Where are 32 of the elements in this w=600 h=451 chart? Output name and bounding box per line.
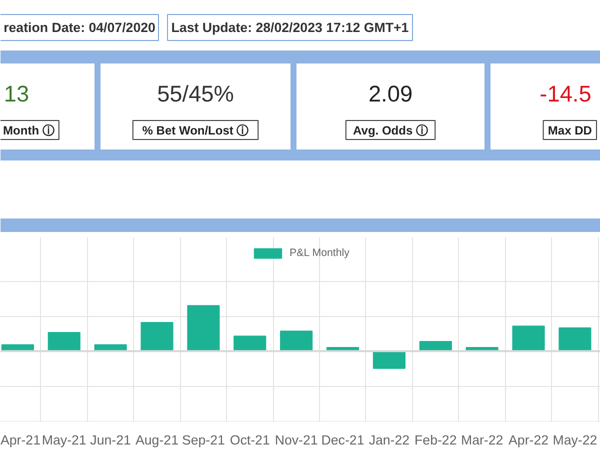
bar: [234, 336, 266, 352]
x-tick-label: Apr-21: [0, 432, 41, 448]
x-tick-label: Sep-21: [182, 432, 225, 448]
x-tick-label: Feb-22: [414, 432, 457, 448]
x-tick-label: Aug-21: [136, 432, 178, 448]
text: Last Update: 28/02/2023 17:12 GMT+1: [171, 20, 410, 35]
text: 55/45%: [157, 80, 234, 106]
text: Avg. Odds ⓘ: [353, 124, 428, 138]
x-tick-label: Oct-21: [230, 432, 270, 448]
x-tick-label: Apr-22: [508, 432, 549, 448]
bar: [280, 330, 313, 352]
text: Max DD: [548, 124, 592, 138]
x-tick-label: Nov-21: [274, 432, 318, 448]
x-tick-label: Dec-21: [321, 432, 364, 448]
bar: [512, 326, 545, 352]
text: 2.09: [368, 80, 413, 106]
x-tick-label: Jun-21: [90, 432, 131, 448]
bar: [48, 332, 80, 352]
text: % Bet Won/Lost ⓘ: [142, 124, 249, 138]
bar: [140, 322, 174, 352]
text: reation Date: 04/07/2020: [4, 20, 156, 35]
x-tick-label: Jan-22: [368, 432, 410, 448]
text: Month ⓘ: [3, 124, 54, 138]
bar: [558, 327, 592, 352]
bar: [187, 305, 220, 352]
legend-label: P&L Monthly: [289, 247, 350, 259]
text: -14.5: [540, 80, 592, 106]
text: 13: [4, 80, 30, 106]
x-tick-label: May-21: [42, 432, 86, 448]
x-tick-label: May-22: [552, 432, 598, 448]
x-tick-label: Mar-22: [460, 432, 504, 448]
bar: [372, 350, 406, 369]
